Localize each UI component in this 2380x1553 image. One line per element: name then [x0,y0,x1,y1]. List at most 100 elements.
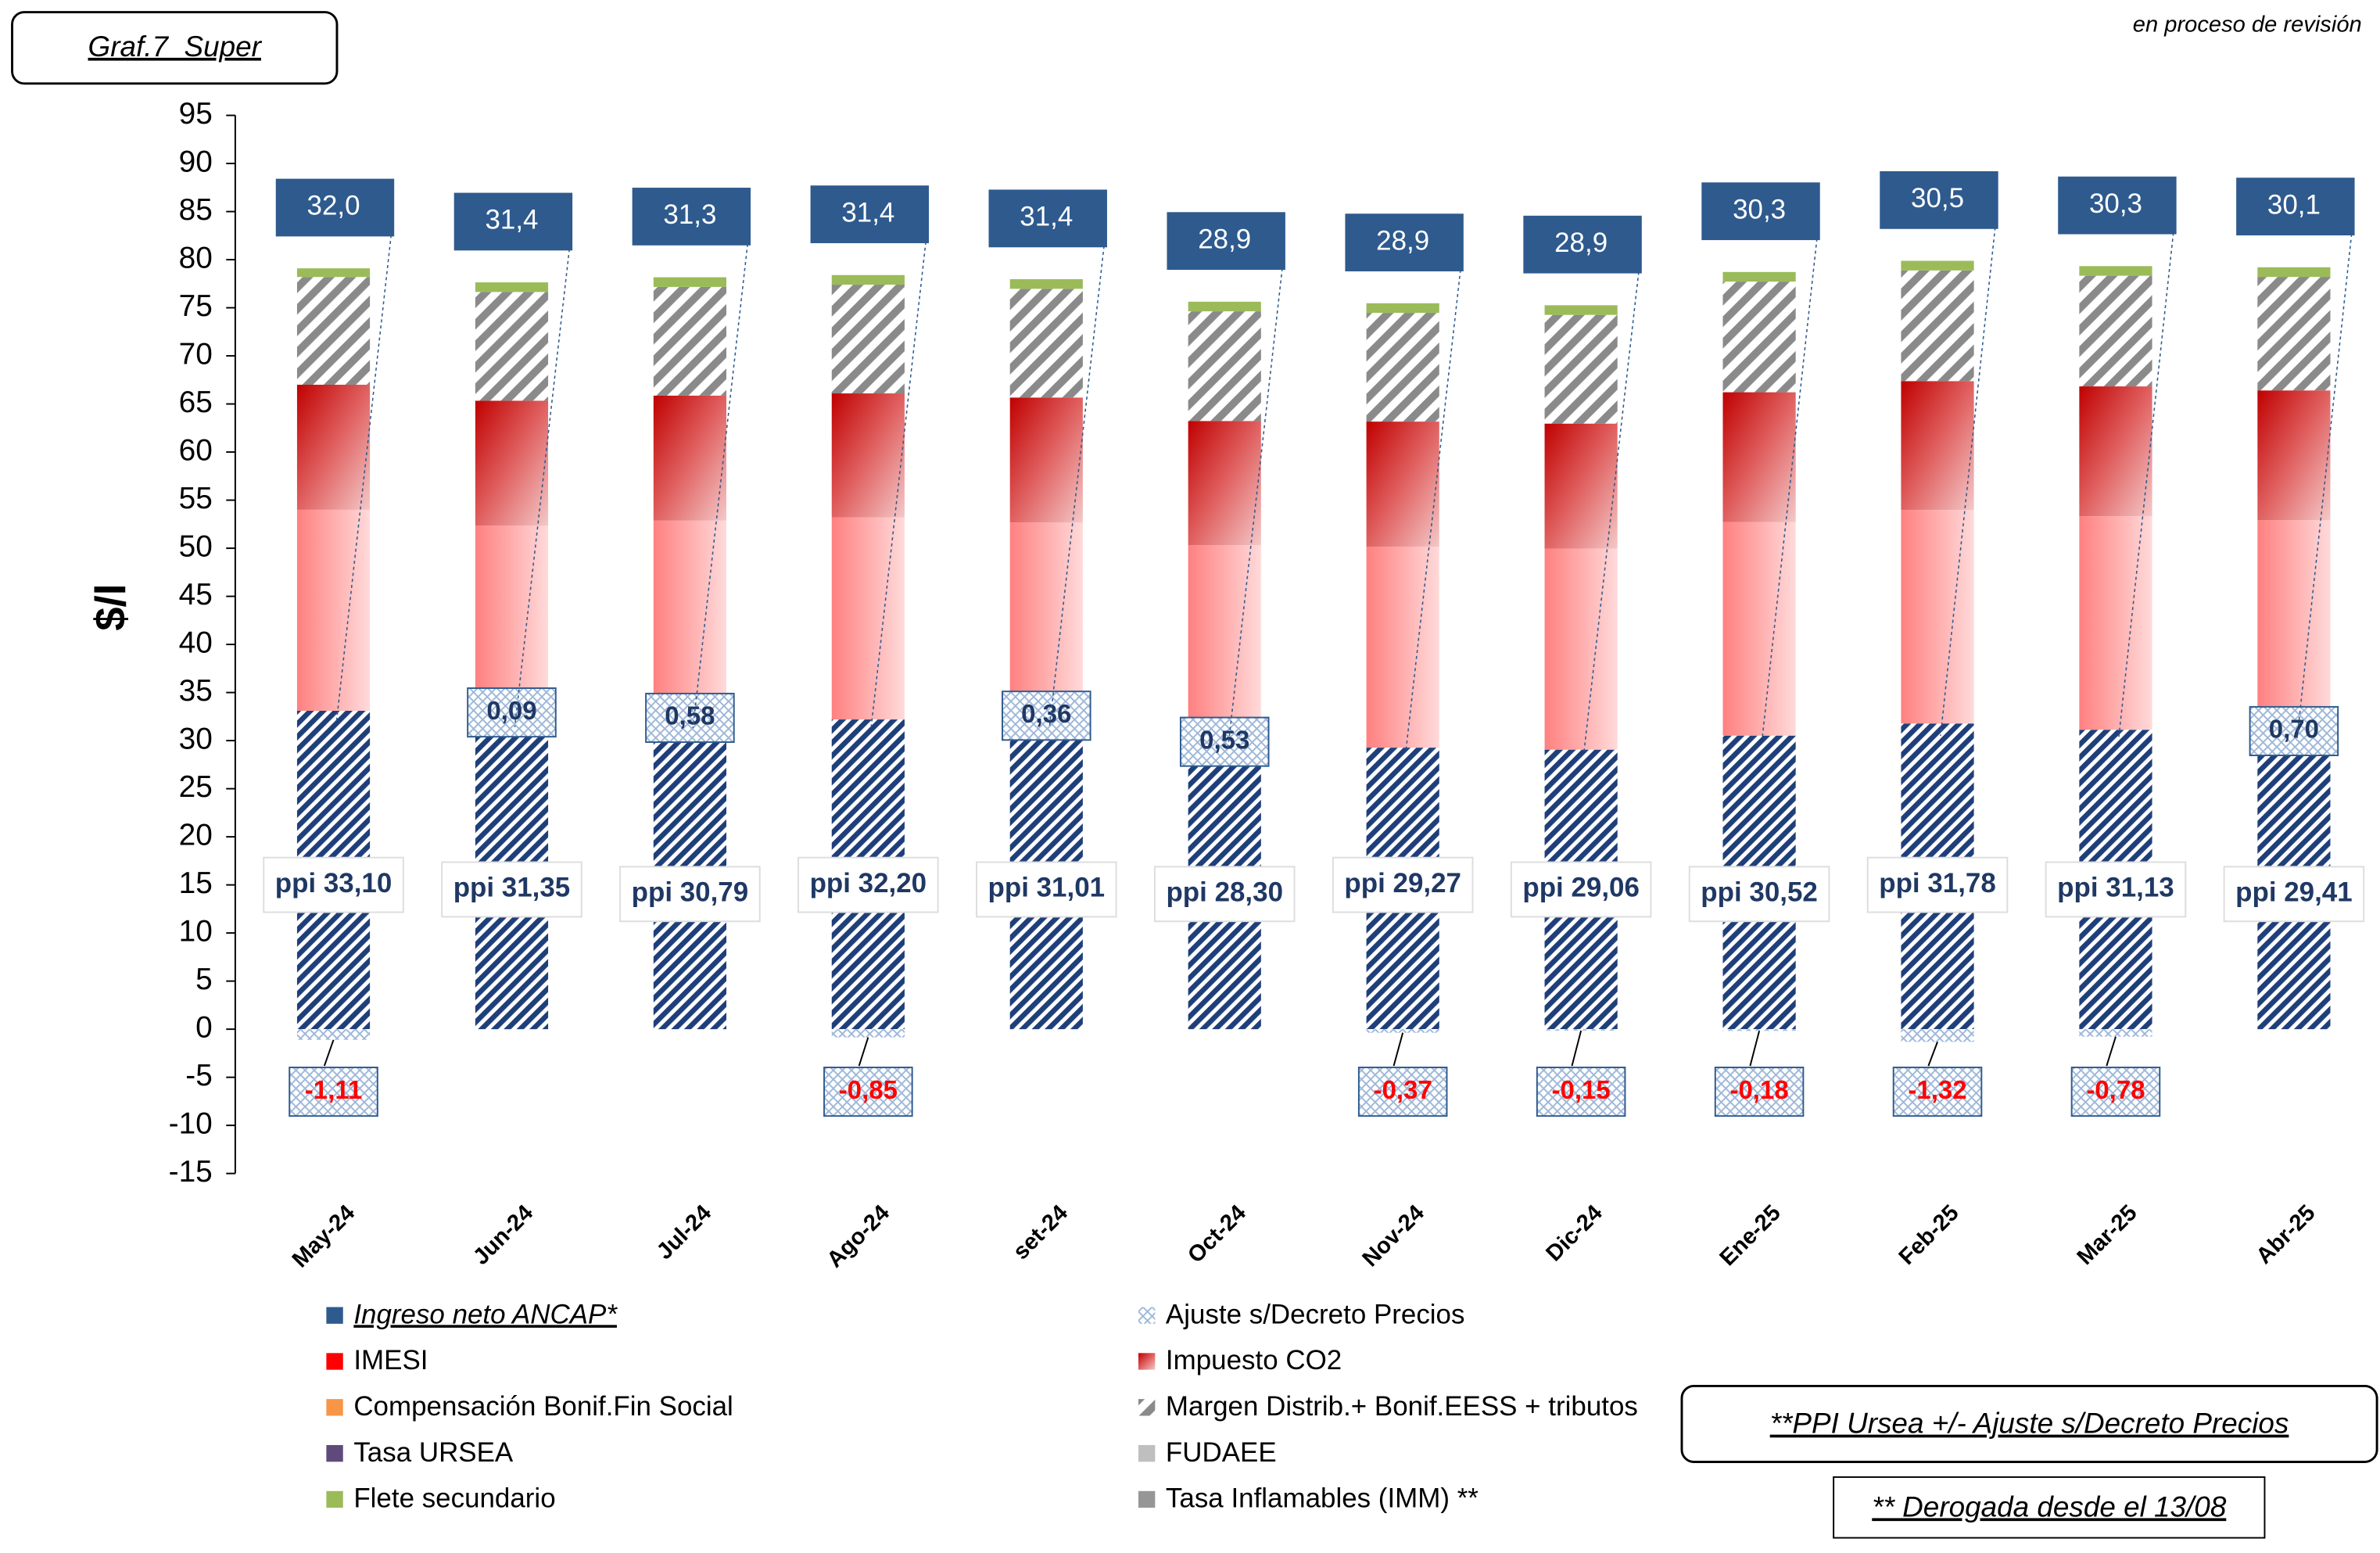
bar-segment [1722,1029,1796,1031]
data-label: 31,4 [485,205,538,235]
leader-line [1762,239,1818,738]
bar-segment [475,400,549,526]
legend-label: Compensación Bonif.Fin Social [353,1391,733,1422]
legend-swatch [326,1353,343,1370]
bar-segment [1722,522,1796,736]
data-label: ppi 33,10 [275,868,392,898]
legend-swatch [1138,1444,1156,1462]
x-tick-label: May-24 [288,1200,360,1272]
data-mark-box [2058,176,2177,235]
data-mark-box [988,189,1107,248]
y-tick-label: 35 [179,674,213,708]
y-tick-label: 85 [179,193,213,227]
legend-label: Flete secundario [353,1483,555,1514]
y-tick-label: 45 [179,578,213,612]
leader-line [870,241,927,727]
bar-segment [1544,314,1618,424]
note: en proceso de revisión [2133,13,2362,38]
x-tick-label: Abr-25 [2252,1200,2321,1269]
x-tick-label: Feb-25 [1894,1200,1964,1270]
bar-segment [1901,270,1974,382]
bar-segment [2079,386,2152,517]
chart-title: Graf.7_Super [88,30,263,63]
data-label: -0,37 [1374,1075,1432,1104]
bar-segment [1188,421,1261,546]
leader-line [1940,227,1996,737]
bar-segment [1722,282,1796,393]
data-label-box [1357,1067,1448,1117]
data-label: 0,53 [1199,725,1249,754]
leader-line [323,1039,335,1067]
leader-line [1749,1031,1761,1067]
y-tick-label: 40 [179,626,213,659]
leader-line [692,243,748,729]
bar-segment [1544,1029,1618,1031]
bar-segment [653,286,727,396]
leader-line [1583,271,1640,751]
data-label: 28,9 [1554,228,1608,258]
legend-label: Tasa Inflamables (IMM) ** [1166,1483,1479,1514]
data-label-box [1688,866,1830,923]
data-mark-box [1345,213,1464,272]
bar-segment [653,277,727,287]
data-label: 31,4 [841,197,894,228]
data-label: -1,32 [1908,1075,1966,1104]
y-tick-label: 25 [179,770,213,804]
data-mark-box [1880,171,1998,229]
legend-label: Impuesto CO2 [1166,1345,1342,1375]
legend-label: Ingreso neto ANCAP* [353,1299,618,1329]
bar-segment [475,282,549,292]
data-label: 31,3 [663,199,716,230]
leader-line [1571,1030,1582,1067]
legend-swatch [326,1399,343,1416]
leader-line [1405,269,1461,751]
y-tick-label: 15 [179,866,213,900]
data-label: -1,11 [305,1075,362,1104]
data-label: ppi 28,30 [1166,877,1283,908]
legend-swatch [326,1490,343,1508]
data-label: ppi 30,52 [1701,877,1818,908]
bar-segment [2257,277,2331,391]
data-label: 28,9 [1376,225,1429,256]
bar-segment [1901,260,1974,271]
x-tick-label: Nov-24 [1358,1200,1430,1271]
title-box [11,11,339,85]
data-label: ppi 31,13 [2057,873,2174,903]
bar-segment [2079,275,2152,387]
data-label-box [1714,1067,1805,1117]
legend-label: FUDAEE [1166,1437,1277,1468]
bar-segment [1366,421,1439,547]
data-label: ppi 30,79 [632,877,749,908]
data-label-box [467,687,557,738]
data-label: 0,36 [1021,699,1071,728]
x-tick-label: Jul-24 [652,1200,717,1264]
data-label-box [976,861,1117,918]
bar-segment [296,268,371,278]
data-label-box [289,1067,378,1117]
data-label-box [1153,866,1296,923]
y-tick-label: -15 [169,1155,213,1189]
bar-segment [2079,266,2152,276]
x-tick-label: Oct-24 [1183,1200,1251,1268]
bar-segment [1188,301,1261,312]
bar-segment [1366,303,1439,314]
data-mark-box [1167,212,1285,271]
bar-segment [1544,305,1618,315]
data-label-box [2045,861,2187,918]
data-label-box [441,861,582,918]
data-label-box [1179,716,1270,767]
data-label-box [2070,1067,2161,1117]
x-tick-label: Mar-25 [2073,1200,2142,1270]
y-tick-label: 50 [179,529,213,563]
bar-segment [2257,390,2331,521]
leader-line [1048,246,1105,727]
data-label: 30,5 [1911,183,1964,213]
annotation-box [1833,1476,2266,1539]
y-tick-label: 10 [179,914,213,948]
y-tick-label: -10 [169,1106,213,1140]
bar-segment [1544,423,1618,549]
leader-line [1393,1032,1404,1067]
leader-line [858,1037,869,1067]
legend-label: Margen Distrib.+ Bonif.EESS + tributos [1166,1391,1638,1422]
bar-segment [1544,548,1618,750]
